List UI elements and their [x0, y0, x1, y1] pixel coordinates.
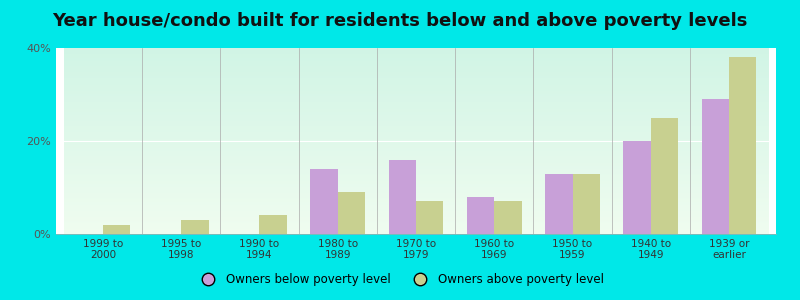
Legend: Owners below poverty level, Owners above poverty level: Owners below poverty level, Owners above… — [191, 269, 609, 291]
Bar — [729, 57, 757, 234]
Bar — [494, 202, 522, 234]
Bar — [650, 118, 678, 234]
Bar — [389, 160, 416, 234]
Bar — [573, 173, 600, 234]
Bar — [338, 192, 365, 234]
Bar — [182, 220, 209, 234]
Bar — [545, 173, 573, 234]
Bar — [416, 202, 443, 234]
Bar — [702, 99, 729, 234]
Bar — [310, 169, 338, 234]
Bar — [259, 215, 287, 234]
Bar — [103, 225, 130, 234]
Bar — [623, 141, 650, 234]
Bar — [467, 197, 494, 234]
Text: Year house/condo built for residents below and above poverty levels: Year house/condo built for residents bel… — [52, 12, 748, 30]
